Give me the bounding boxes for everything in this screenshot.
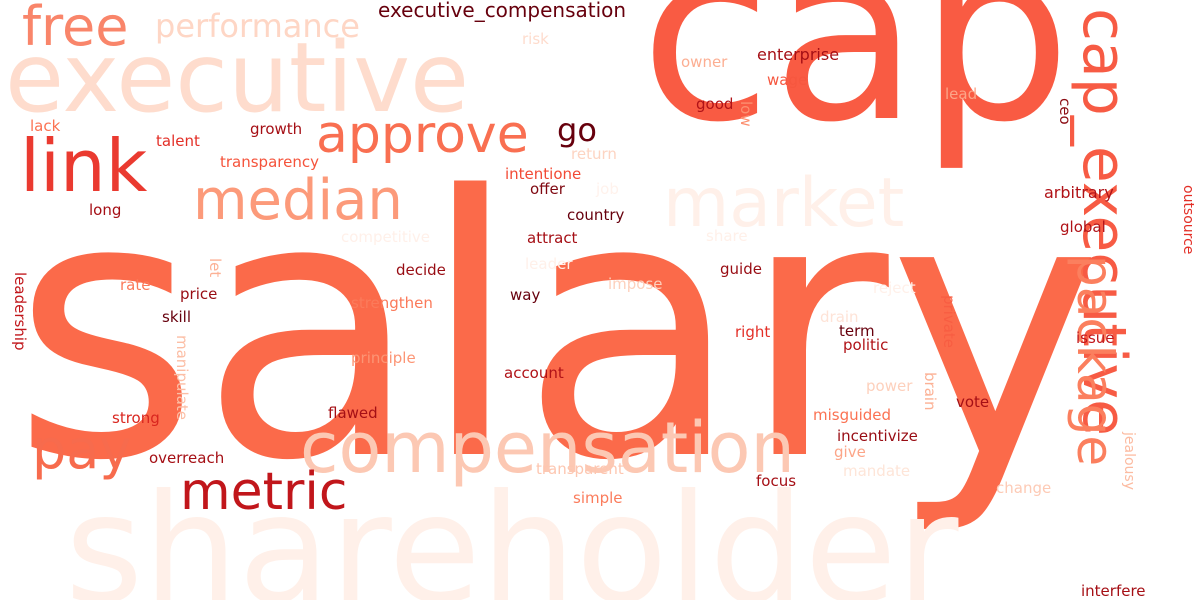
word-strengthen: strengthen [351,294,433,312]
word-term: term [839,322,875,340]
word-overreach: overreach [149,449,225,467]
word-link: link [20,124,148,208]
word-brain: brain [921,372,939,411]
word-talent: talent [156,132,200,150]
word-change: change [996,479,1052,497]
word-right: right [735,323,771,341]
word-leader: leader [525,255,573,273]
word-offer: offer [530,180,565,198]
word-impose: impose [608,275,663,293]
word-power: power [866,377,913,395]
word-free: free [22,0,129,58]
word-global: global [1060,218,1106,236]
word-cap-executive: cap_executive [1069,8,1139,436]
word-drain: drain [820,308,859,326]
word-skill: skill [162,308,192,326]
word-politic: politic [843,336,889,354]
word-interfere: interfere [1081,582,1146,600]
word-country: country [567,206,625,224]
word-give: give [834,443,866,461]
word-market: market [663,164,905,243]
word-enterprise: enterprise [757,45,840,64]
word-principle: principle [351,349,416,367]
word-owner: owner [681,53,728,71]
word-good: good [696,95,734,113]
word-lack: lack [30,117,61,135]
word-go: go [557,111,597,149]
word-executive: executive [5,22,470,134]
word-package: package [1066,255,1124,467]
word-job: job [596,180,619,198]
word-simple: simple [573,489,623,507]
word-let: let [206,258,224,278]
word-reject: reject [873,279,916,297]
word-jealousy: jealousy [1121,432,1137,490]
word-strong: strong [112,409,160,427]
word-price: price [180,285,218,303]
word-performance: performance [155,7,360,45]
word-growth: growth [250,120,303,138]
word-focus: focus [756,472,797,490]
word-approve: approve [316,105,529,165]
word-mandate: mandate [843,462,911,480]
word-salary: salary [12,120,1102,539]
word-transparency: transparency [220,153,319,171]
word-cap: cap [640,0,1072,175]
word-share: share [706,227,748,245]
word-way: way [510,286,541,304]
word-vote: vote [956,393,990,411]
word-transparent: transparent [536,460,624,478]
word-misguided: misguided [813,406,892,424]
word-attract: attract [527,229,578,247]
word-leadership: leadership [11,272,29,351]
word-shareholder: shareholder [65,463,959,600]
word-competitive: competitive [341,228,430,246]
word-risk: risk [522,30,549,48]
word-metric: metric [180,462,348,522]
word-compensation: compensation [300,407,795,489]
word-issue: issue [1076,329,1115,347]
word-wage: wage [767,71,808,89]
word-low: low [737,101,755,127]
word-arbitrary: arbitrary [1044,183,1114,202]
word-executive-compensation: executive_compensation [378,0,627,22]
word-manipulate: manipulate [173,335,191,420]
word-account: account [504,364,564,382]
word-ceo: ceo [1056,98,1074,125]
word-decide: decide [396,261,446,279]
word-outsource: outsource [1180,185,1196,255]
word-guide: guide [720,260,762,278]
word-lead: lead [945,85,978,103]
word-intentione: intentione [505,165,582,183]
word-private: private [940,295,958,349]
word-return: return [571,145,617,163]
word-long: long [89,201,122,219]
word-median: median [193,168,403,233]
word-rate: rate [120,276,151,294]
word-pay: pay [32,418,132,481]
word-flawed: flawed [328,404,378,422]
word-incentivize: incentivize [837,427,918,445]
